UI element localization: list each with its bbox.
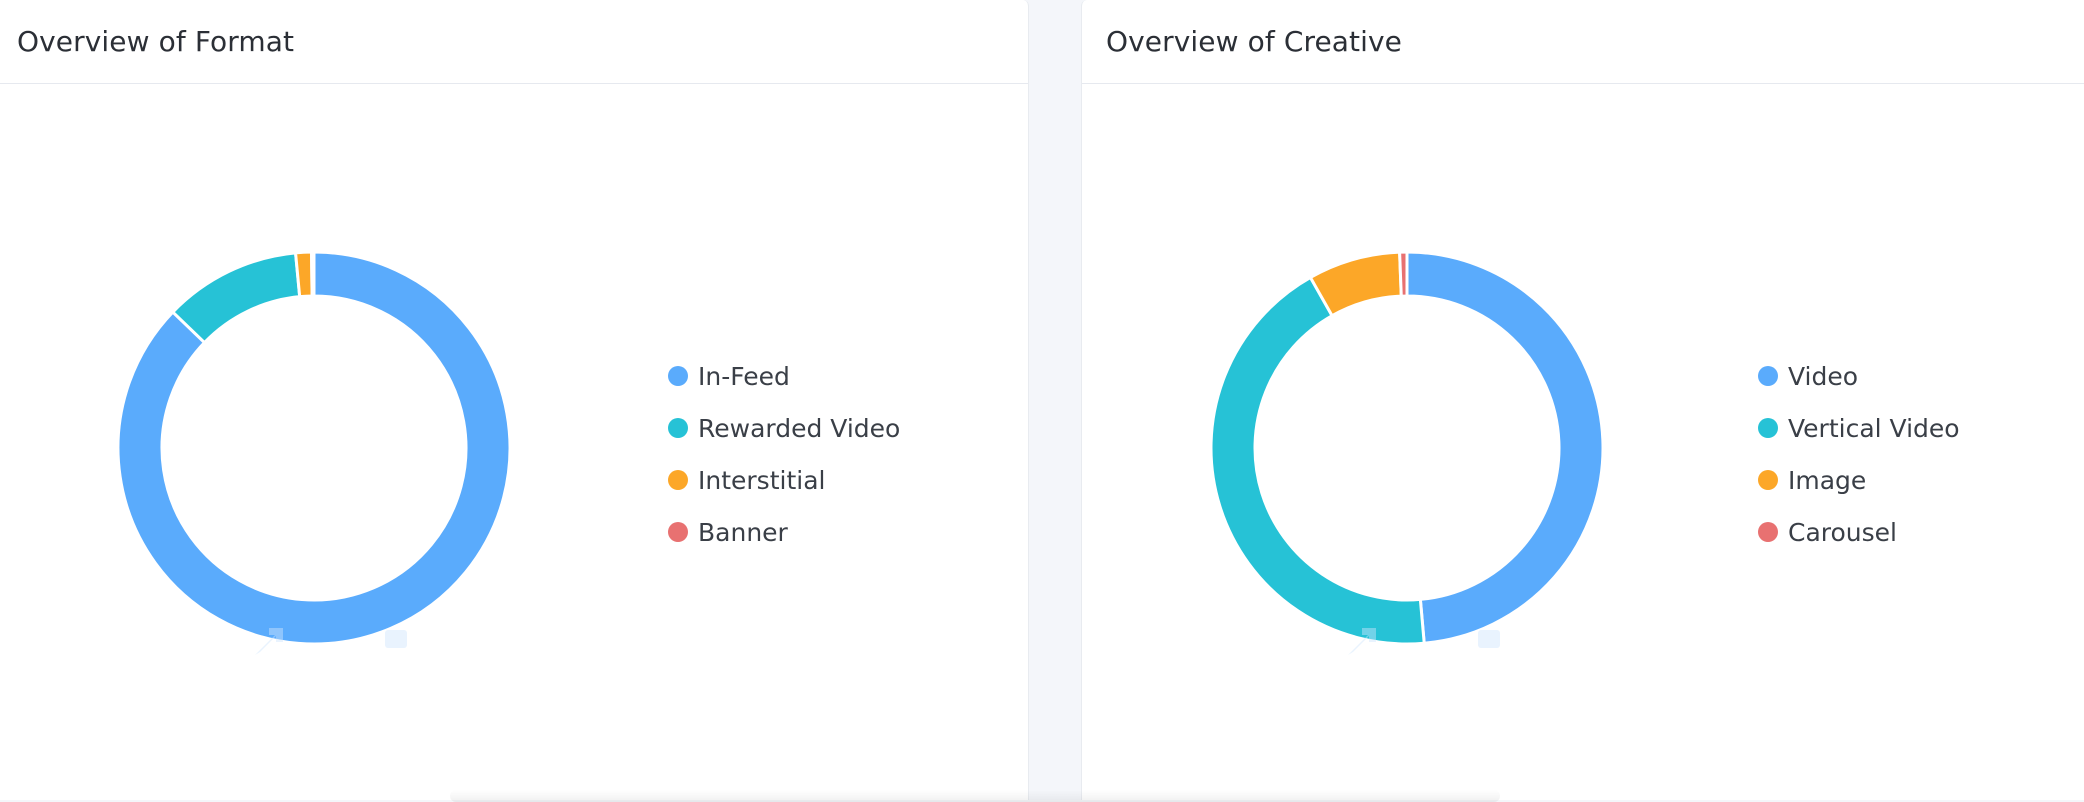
format-legend: In-Feed Rewarded Video Interstitial Banner bbox=[668, 350, 900, 558]
format-donut-chart bbox=[116, 250, 512, 646]
donut-slice-interstitial[interactable] bbox=[294, 250, 314, 299]
legend-dot-rewarded-video bbox=[668, 418, 688, 438]
legend-dot-carousel bbox=[1758, 522, 1778, 542]
bottom-edge-shadow bbox=[450, 790, 1500, 802]
creative-panel-title: Overview of Creative bbox=[1106, 25, 1402, 58]
legend-label-in-feed: In-Feed bbox=[698, 361, 790, 391]
donut-slice-video[interactable] bbox=[1405, 250, 1605, 645]
donut-slice-rewarded-video[interactable] bbox=[171, 251, 302, 345]
legend-item-image[interactable]: Image bbox=[1758, 454, 1960, 506]
legend-label-image: Image bbox=[1788, 465, 1867, 495]
donut-slice-in-feed[interactable] bbox=[116, 250, 512, 646]
watermark-logo bbox=[1348, 628, 1500, 655]
format-panel-header: Overview of Format bbox=[0, 0, 1028, 84]
legend-dot-banner bbox=[668, 522, 688, 542]
legend-item-interstitial[interactable]: Interstitial bbox=[668, 454, 900, 506]
donut-slice-banner[interactable] bbox=[310, 250, 316, 298]
donut-slice-carousel[interactable] bbox=[1398, 250, 1409, 298]
legend-item-banner[interactable]: Banner bbox=[668, 506, 900, 558]
legend-item-in-feed[interactable]: In-Feed bbox=[668, 350, 900, 402]
legend-label-interstitial: Interstitial bbox=[698, 465, 826, 495]
legend-label-carousel: Carousel bbox=[1788, 517, 1897, 547]
watermark-logo bbox=[255, 628, 407, 655]
legend-label-video: Video bbox=[1788, 361, 1859, 391]
format-panel-title: Overview of Format bbox=[17, 25, 295, 58]
legend-item-carousel[interactable]: Carousel bbox=[1758, 506, 1960, 558]
legend-item-rewarded-video[interactable]: Rewarded Video bbox=[668, 402, 900, 454]
legend-dot-in-feed bbox=[668, 366, 688, 386]
creative-legend: Video Vertical Video Image Carousel bbox=[1758, 350, 1960, 558]
legend-label-rewarded-video: Rewarded Video bbox=[698, 413, 901, 443]
legend-dot-vertical-video bbox=[1758, 418, 1778, 438]
legend-dot-video bbox=[1758, 366, 1778, 386]
legend-item-vertical-video[interactable]: Vertical Video bbox=[1758, 402, 1960, 454]
creative-panel: Overview of Creative Video Vertical Video… bbox=[1081, 0, 2084, 800]
creative-panel-header: Overview of Creative bbox=[1082, 0, 2084, 84]
legend-dot-interstitial bbox=[668, 470, 688, 490]
format-panel: Overview of Format In-Feed Rewarded Video… bbox=[0, 0, 1029, 800]
legend-dot-image bbox=[1758, 470, 1778, 490]
creative-donut-chart bbox=[1209, 250, 1605, 646]
donut-slice-vertical-video[interactable] bbox=[1209, 275, 1426, 646]
legend-label-vertical-video: Vertical Video bbox=[1788, 413, 1960, 443]
legend-label-banner: Banner bbox=[698, 517, 788, 547]
legend-item-video[interactable]: Video bbox=[1758, 350, 1960, 402]
